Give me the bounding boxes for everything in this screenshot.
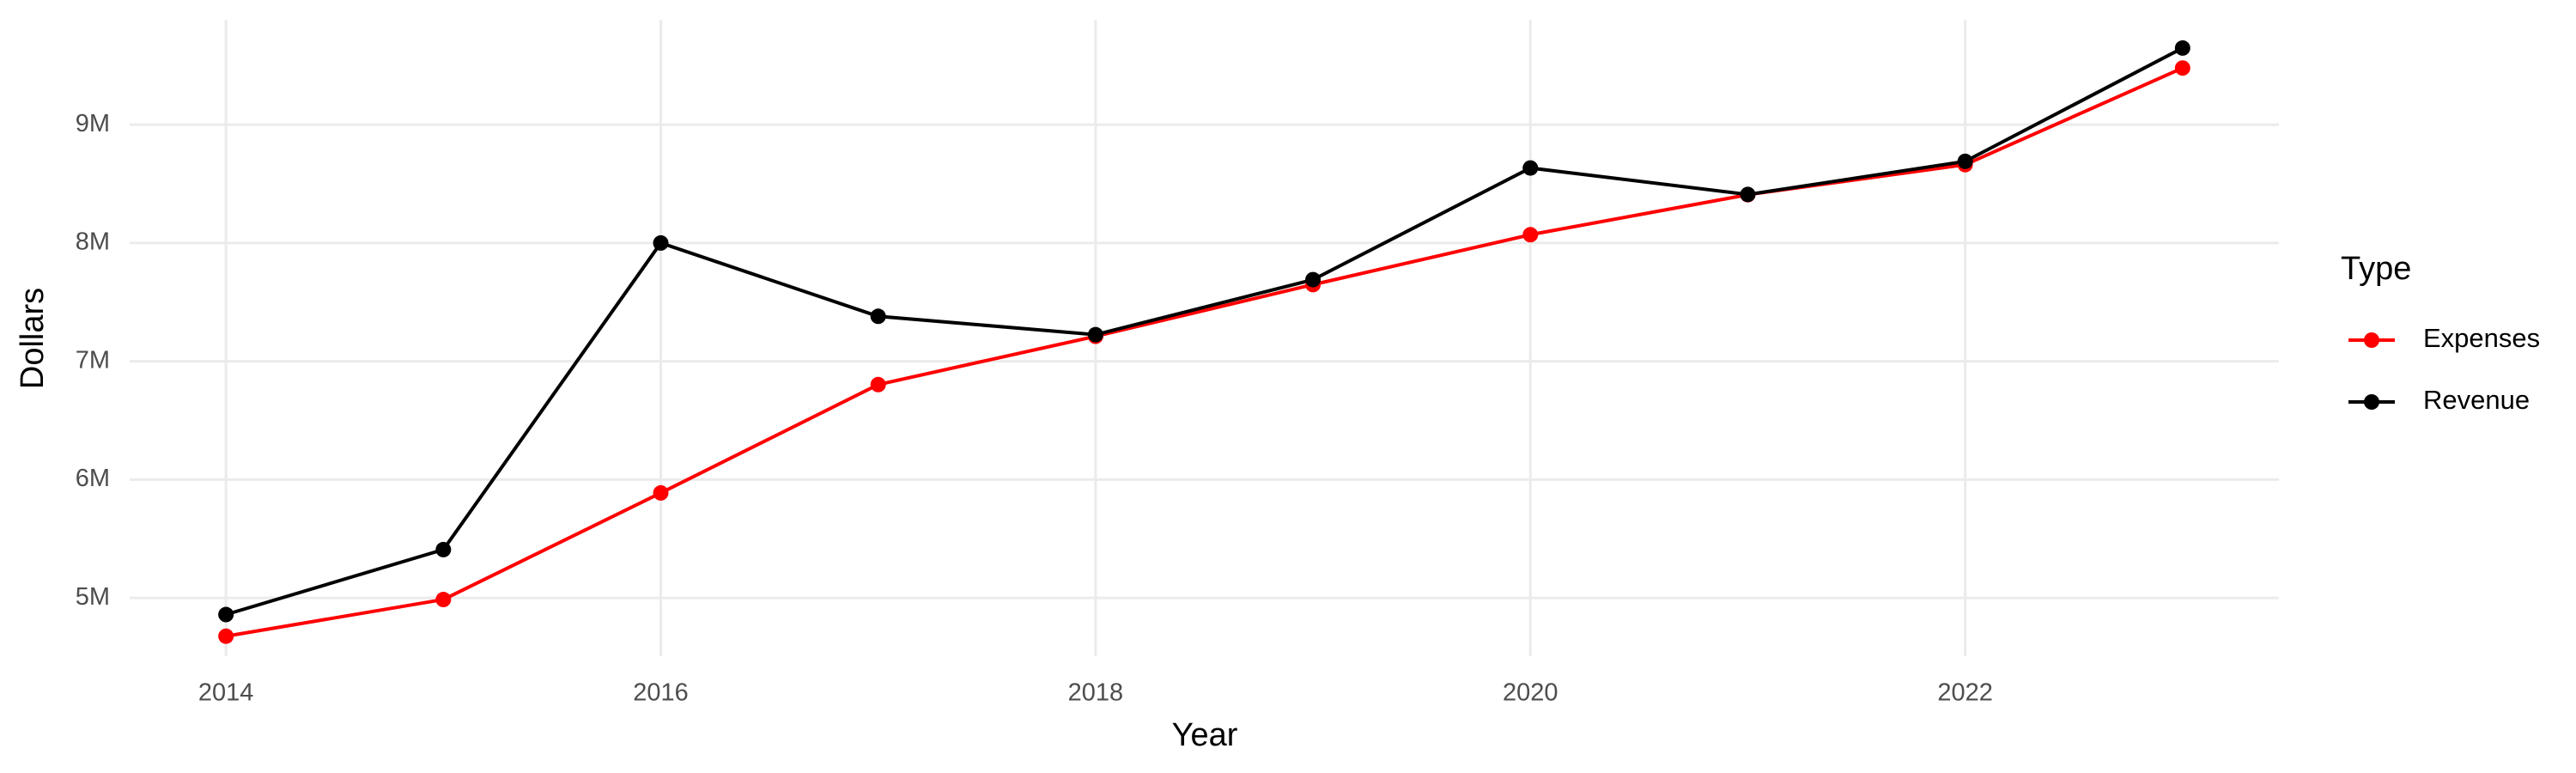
- legend-swatch-point: [2364, 394, 2379, 410]
- data-point: [870, 308, 886, 325]
- data-point: [1522, 227, 1539, 243]
- data-point: [435, 541, 452, 557]
- data-point: [653, 234, 669, 251]
- y-tick-label: 7M: [76, 346, 110, 374]
- series-line: [225, 66, 2184, 638]
- data-point: [1087, 326, 1103, 343]
- y-tick-label: 9M: [76, 110, 110, 137]
- data-point: [218, 606, 234, 623]
- data-point: [1957, 153, 1973, 169]
- data-point: [1522, 160, 1539, 176]
- y-axis-title: Dollars: [15, 288, 51, 389]
- legend-label: Expenses: [2423, 323, 2540, 353]
- data-point: [2174, 40, 2190, 56]
- legend-swatch-point: [2364, 332, 2379, 348]
- x-tick-label: 2016: [633, 679, 689, 707]
- data-point: [653, 484, 669, 501]
- x-axis-title: Year: [1172, 717, 1238, 753]
- y-tick-label: 8M: [76, 228, 110, 256]
- y-tick-label: 5M: [76, 583, 110, 611]
- data-point: [1305, 271, 1321, 288]
- data-point: [218, 628, 234, 644]
- x-tick-label: 2020: [1503, 679, 1558, 707]
- legend: Type Expenses Revenue: [2341, 251, 2540, 415]
- data-point: [2174, 60, 2190, 76]
- x-tick-label: 2014: [198, 679, 254, 707]
- marks: [218, 40, 2190, 644]
- x-tick-label: 2018: [1068, 679, 1124, 707]
- x-tick-label: 2022: [1937, 679, 1993, 707]
- legend-label: Revenue: [2423, 385, 2530, 415]
- y-tick-label: 6M: [76, 465, 110, 492]
- series-line: [225, 46, 2184, 617]
- grid: [130, 20, 2279, 656]
- data-point: [1740, 186, 1756, 203]
- legend-title: Type: [2341, 251, 2411, 287]
- data-point: [435, 592, 452, 608]
- ticks: 5M 6M 7M 8M 9M 2014 2016 2018 2020 2022: [76, 110, 1993, 707]
- data-point: [870, 376, 886, 393]
